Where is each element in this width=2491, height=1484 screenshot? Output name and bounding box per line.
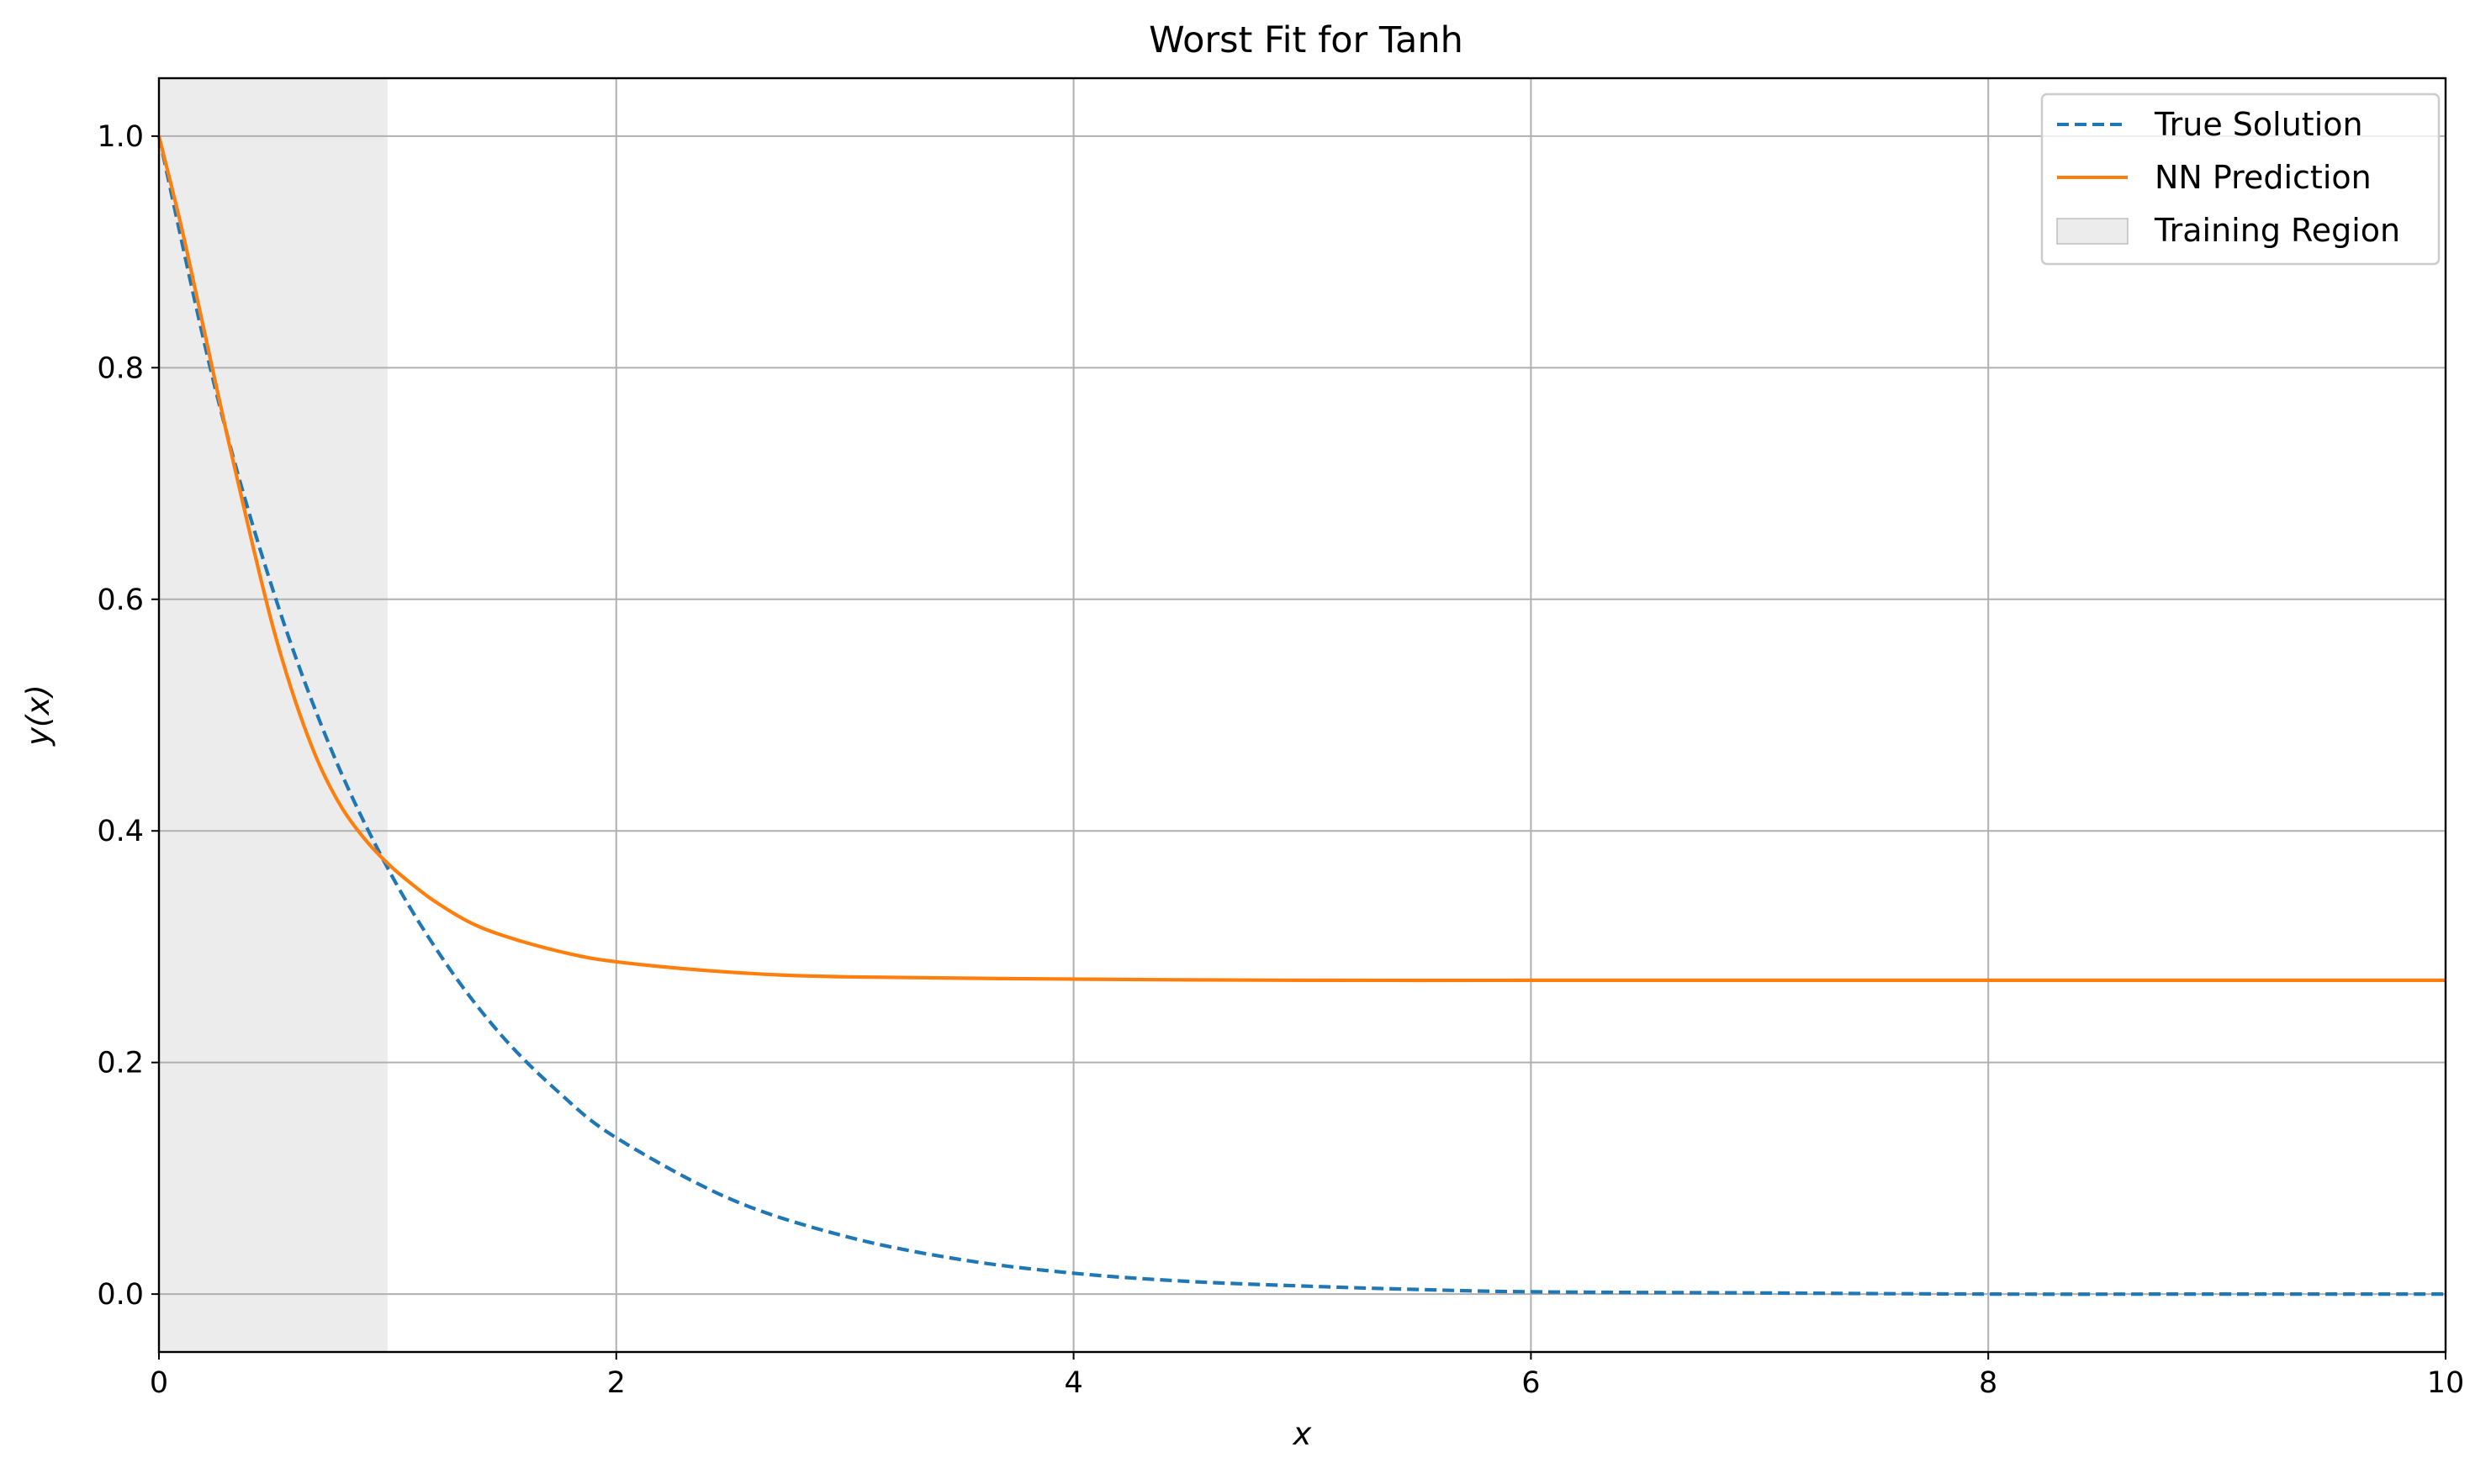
y-axis-label: y(x) [20, 684, 56, 747]
series-layer [156, 135, 2446, 1297]
legend-label-nn-prediction: NN Prediction [2155, 159, 2372, 196]
legend-swatch-training-region [2056, 218, 2129, 245]
y-tick-label-2: 0.4 [97, 815, 144, 848]
x-tick-label-5: 10 [2427, 1366, 2465, 1400]
y-tick-label-3: 0.6 [97, 584, 144, 617]
x-axis-label: x [1293, 1416, 1313, 1452]
tick-layer: 0 2 4 6 8 10 0.0 0.2 0.4 0.6 0.8 1.0 [97, 120, 2464, 1400]
legend-label-training-region: Training Region [2154, 212, 2400, 249]
shaded-region-layer [159, 78, 388, 1352]
chart-title: Worst Fit for Tanh [1149, 19, 1463, 61]
plot-frame [157, 77, 2447, 1354]
x-tick-label-2: 4 [1064, 1366, 1082, 1400]
series-line-true-solution [156, 135, 2446, 1297]
shaded-region-0 [159, 78, 388, 1352]
legend-label-true-solution: True Solution [2154, 106, 2363, 143]
x-tick-label-3: 6 [1521, 1366, 1540, 1400]
x-tick-label-0: 0 [150, 1366, 168, 1400]
legend-box [2040, 92, 2441, 266]
y-tick-label-0: 0.0 [97, 1278, 144, 1312]
y-tick-label-4: 0.8 [97, 351, 144, 385]
x-tick-label-1: 2 [607, 1366, 626, 1400]
y-tick-label-5: 1.0 [97, 120, 144, 154]
x-tick-label-4: 8 [1979, 1366, 1997, 1400]
legend: True Solution NN Prediction Training Reg… [2040, 92, 2441, 266]
y-tick-label-1: 0.2 [97, 1047, 144, 1080]
series-line-nn-prediction [156, 135, 2446, 983]
